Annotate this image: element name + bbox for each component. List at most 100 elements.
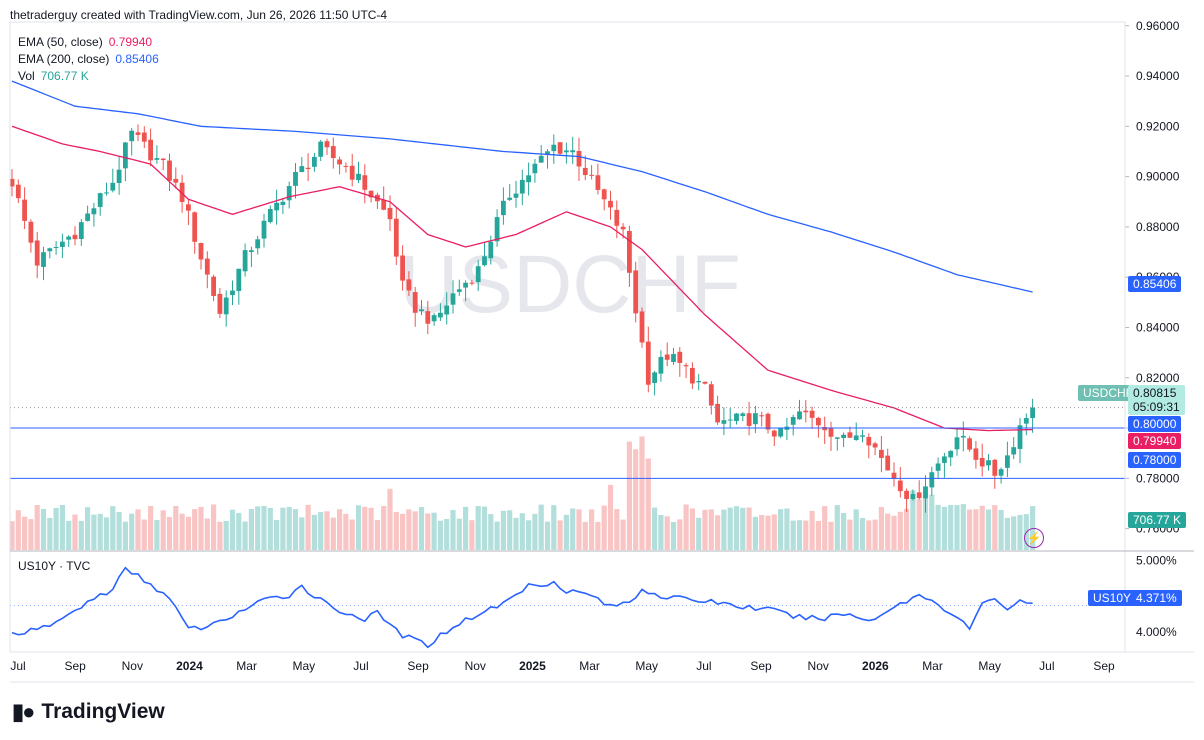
- candle-body: [482, 256, 487, 266]
- volume-bar: [708, 509, 714, 550]
- candle-body: [53, 246, 59, 248]
- volume-bar: [733, 506, 740, 550]
- volume-bar: [790, 520, 796, 550]
- legend-ema200[interactable]: EMA (200, close) 0.85406: [18, 52, 159, 66]
- candle-body: [639, 311, 645, 343]
- volume-bar: [1004, 517, 1010, 550]
- current-price-tag: 0.80815 05:09:31: [1128, 385, 1185, 415]
- volume-bar: [381, 506, 387, 550]
- candle-body: [469, 282, 475, 284]
- candle-body: [293, 171, 298, 186]
- volume-bar: [406, 509, 412, 550]
- volume-bar: [771, 514, 777, 550]
- ema200-price-tag: 0.85406: [1128, 276, 1182, 292]
- volume-bar: [727, 507, 733, 550]
- candle-body: [778, 428, 783, 437]
- candle-body: [916, 492, 922, 499]
- legend-ema200-value: 0.85406: [115, 52, 159, 66]
- candle-body: [148, 139, 153, 161]
- candle-body: [400, 255, 405, 281]
- volume-bar: [400, 513, 406, 550]
- volume-bar: [425, 513, 431, 550]
- candle-body: [979, 457, 985, 467]
- price-axis-tick-label: 0.90000: [1136, 170, 1180, 184]
- candle-body: [790, 416, 796, 425]
- volume-bar: [960, 504, 966, 550]
- volume-bar: [626, 441, 632, 550]
- candle-body: [853, 435, 859, 440]
- candle-body: [299, 166, 305, 172]
- candle-body: [274, 202, 279, 211]
- price-axis-tick-label: 0.78000: [1136, 471, 1180, 485]
- legend-ema50[interactable]: EMA (50, close) 0.79940: [18, 35, 152, 49]
- candle-body: [230, 290, 235, 296]
- volume-bar: [469, 520, 475, 550]
- volume-bar: [746, 507, 752, 550]
- candle-body: [1023, 418, 1029, 424]
- candle-body: [15, 184, 21, 199]
- legend-ema50-name: EMA (50, close): [18, 35, 103, 49]
- time-axis-label: Nov: [465, 659, 486, 673]
- volume-bar: [633, 449, 639, 550]
- volume-bar: [229, 509, 236, 550]
- volume-bar: [311, 514, 317, 550]
- candle-body: [690, 367, 695, 384]
- volume-bar: [998, 509, 1004, 550]
- volume-bar: [53, 507, 59, 550]
- volume-bar: [141, 519, 147, 550]
- candle-body: [923, 486, 928, 499]
- volume-bar: [696, 517, 702, 550]
- candle-body: [141, 132, 147, 142]
- price-axis-tick-label: 0.82000: [1136, 371, 1180, 385]
- candle-body: [683, 365, 689, 367]
- candle-body: [286, 186, 292, 201]
- candle-body: [387, 207, 393, 220]
- candle-body: [1017, 425, 1023, 449]
- candle-body: [135, 132, 141, 135]
- volume-bar: [160, 510, 166, 550]
- candle-body: [305, 167, 311, 170]
- volume-bar: [248, 509, 254, 550]
- price-axis-tick-label: 0.96000: [1136, 19, 1180, 33]
- volume-bar: [910, 490, 916, 550]
- volume-bar: [513, 517, 519, 550]
- volume-bar: [22, 516, 28, 550]
- volume-bar: [292, 509, 299, 550]
- volume-bar: [236, 512, 242, 550]
- volume-bar: [607, 484, 614, 550]
- volume-bar: [954, 505, 960, 550]
- candle-body: [60, 241, 65, 247]
- candle-body: [532, 163, 538, 174]
- volume-bar: [992, 505, 998, 550]
- candle-body: [601, 189, 607, 200]
- candle-body: [249, 250, 254, 252]
- candle-body: [110, 182, 116, 191]
- candle-body: [897, 480, 903, 492]
- candle-body: [513, 193, 519, 198]
- candle-body: [822, 427, 828, 431]
- volume-bar: [192, 509, 198, 550]
- time-axis-label: Sep: [750, 659, 772, 673]
- us10y-pane-title[interactable]: US10Y · TVC: [18, 559, 91, 573]
- volume-bar: [437, 520, 443, 550]
- flash-icon[interactable]: ⚡: [1024, 528, 1044, 548]
- volume-bar: [929, 494, 935, 550]
- volume-bar: [828, 521, 834, 550]
- volume-bar: [387, 488, 393, 550]
- volume-bar: [664, 516, 670, 550]
- volume-bar: [948, 504, 954, 550]
- candle-body: [406, 279, 412, 291]
- candle-body: [91, 208, 97, 215]
- volume-bar: [859, 518, 866, 550]
- tradingview-brand[interactable]: ▮● TradingView: [12, 699, 165, 725]
- volume-bar: [784, 508, 790, 550]
- volume-tag: 706.77 K: [1128, 512, 1187, 528]
- candle-body: [727, 419, 733, 421]
- volume-bar: [689, 508, 695, 550]
- legend-volume[interactable]: Vol 706.77 K: [18, 69, 89, 83]
- time-axis-label: 2024: [176, 659, 203, 673]
- candle-body: [929, 472, 935, 488]
- candle-body: [242, 250, 248, 272]
- candle-body: [186, 204, 191, 211]
